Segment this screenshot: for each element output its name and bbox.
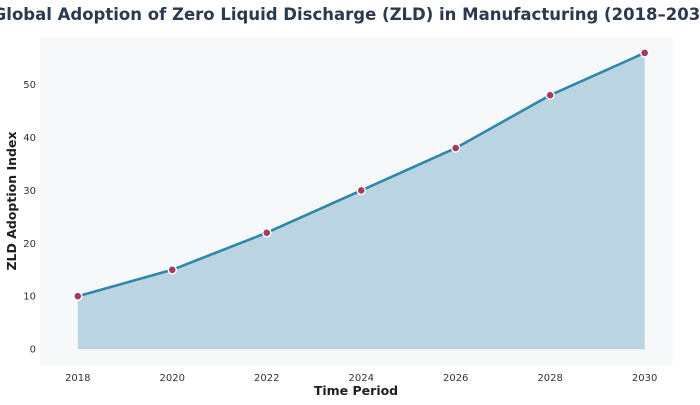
y-tick-label-10: 10 [23,292,36,303]
data-point-2022 [262,228,272,238]
data-point-2018 [73,291,83,301]
data-point-2024 [356,185,366,196]
marker-layer [73,48,650,301]
y-axis-ticks: 0 10 20 30 40 50 [23,80,36,356]
x-tick-label-2026: 2026 [443,373,468,384]
data-point-2026 [451,143,461,153]
data-point-2028 [545,90,555,100]
x-axis-label: Time Period [314,383,398,398]
x-axis-ticks: 2018 2020 2022 2024 2026 2028 2030 [65,373,657,384]
y-tick-label-40: 40 [23,133,36,144]
y-axis-label: ZLD Adoption Index [4,131,19,270]
series-area [77,52,645,350]
y-tick-label-0: 0 [30,345,36,356]
area-layer [77,52,645,350]
x-tick-label-2024: 2024 [348,373,373,384]
y-tick-label-20: 20 [23,239,36,250]
chart-title: Global Adoption of Zero Liquid Discharge… [0,5,700,24]
x-tick-label-2028: 2028 [537,373,562,384]
x-tick-label-2030: 2030 [632,373,657,384]
x-tick-label-2020: 2020 [160,373,185,384]
data-point-2030 [639,48,650,58]
data-point-2020 [167,265,177,275]
x-tick-label-2022: 2022 [254,373,279,384]
y-tick-label-30: 30 [23,186,36,197]
y-tick-label-50: 50 [23,80,36,91]
x-tick-label-2018: 2018 [65,373,90,384]
